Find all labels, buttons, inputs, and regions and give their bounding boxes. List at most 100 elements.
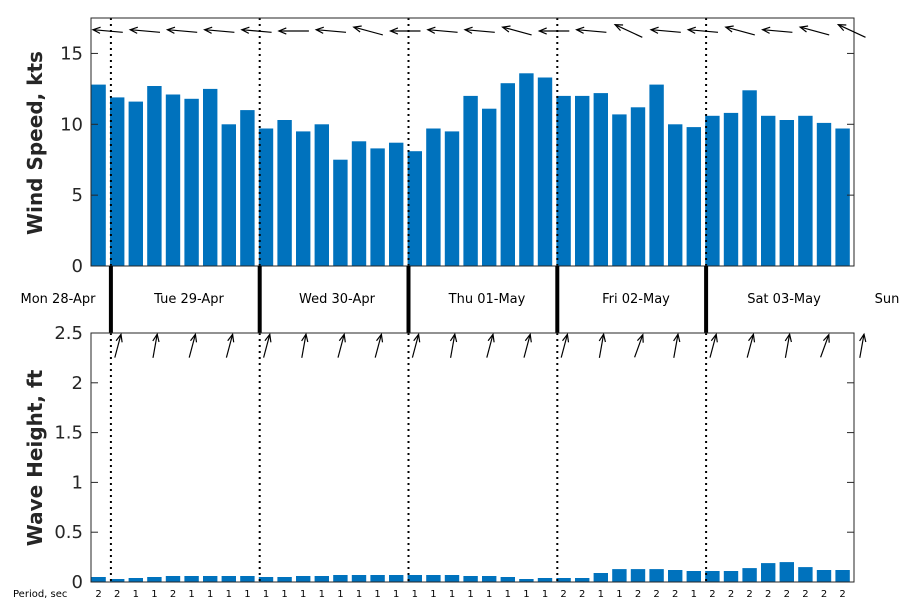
wind-direction-arrow — [686, 26, 719, 34]
day-label: Wed 30-Apr — [299, 292, 376, 307]
wave-y-tick-label: 1.5 — [54, 423, 83, 444]
wave-direction-arrow — [301, 332, 309, 358]
wind-direction-arrow — [91, 26, 123, 34]
wind-bar — [835, 128, 850, 266]
wind-y-axis-label: Wind Speed, kts — [23, 51, 47, 235]
period-value: 1 — [449, 589, 455, 600]
wind-bar — [649, 84, 664, 266]
wave-bar — [110, 579, 125, 582]
wave-y-tick-label: 2 — [72, 373, 83, 394]
wind-axes-box — [90, 17, 855, 267]
wind-direction-arrow — [128, 26, 161, 34]
wave-direction-arrow — [449, 332, 458, 358]
wind-y-tick-label: 5 — [72, 185, 83, 206]
wind-direction-arrow — [463, 26, 495, 34]
wave-direction-arrow — [634, 333, 644, 358]
wind-bar — [258, 128, 274, 266]
wave-height-panel: 0 0.5 1 1.5 2 2.5 — [54, 323, 867, 593]
period-value: 1 — [616, 589, 622, 600]
wind-bar — [575, 95, 590, 267]
wind-bar — [296, 131, 311, 266]
wave-bar — [203, 576, 218, 582]
wind-bar — [407, 151, 422, 266]
period-value: 1 — [393, 589, 399, 600]
wave-bar — [370, 575, 385, 582]
period-value: 1 — [374, 589, 380, 600]
wind-bar — [463, 95, 478, 267]
period-value: 2 — [746, 589, 752, 600]
wind-bar — [370, 148, 385, 266]
period-value: 2 — [672, 589, 678, 600]
period-value: 2 — [95, 589, 101, 600]
day-label: Mon 28-Apr — [21, 292, 97, 307]
wind-bar — [221, 124, 236, 266]
period-value: 1 — [691, 589, 697, 600]
wind-bar — [165, 94, 181, 266]
period-value: 1 — [300, 589, 306, 600]
wave-direction-arrow — [709, 332, 718, 358]
wave-bar — [258, 577, 274, 582]
wave-bar — [277, 577, 292, 582]
wind-bar — [240, 110, 255, 266]
period-value: 1 — [188, 589, 194, 600]
wave-y-tick-label: 0.5 — [54, 522, 83, 543]
wind-bar — [761, 115, 776, 266]
wave-bar — [816, 570, 832, 582]
wave-y-tick-label: 0 — [72, 572, 83, 593]
wind-bar — [128, 101, 143, 266]
wind-bar — [556, 95, 571, 267]
day-label: Fri 02-May — [602, 292, 670, 307]
period-value: 2 — [784, 589, 790, 600]
wind-bar — [110, 97, 125, 267]
wind-direction-arrow — [352, 25, 383, 36]
wave-direction-arrow — [152, 332, 160, 358]
wave-direction-arrow — [225, 332, 235, 358]
wave-bar — [723, 571, 739, 582]
wind-bar — [537, 77, 553, 266]
wave-bar — [333, 575, 348, 582]
wave-bar — [389, 575, 404, 582]
wind-bar — [351, 141, 367, 266]
wave-bar — [593, 573, 608, 582]
period-value: 1 — [263, 589, 269, 600]
period-value: 1 — [244, 589, 250, 600]
wave-bar — [798, 567, 813, 582]
wave-direction-arrow — [114, 332, 123, 358]
period-value: 2 — [728, 589, 734, 600]
day-label: Sat 03-May — [747, 292, 821, 307]
period-value: 1 — [133, 589, 139, 600]
wave-bar — [537, 578, 553, 582]
wind-bar — [668, 124, 683, 266]
wave-bar — [91, 577, 106, 582]
wind-direction-arrow — [501, 25, 532, 36]
period-value: 2 — [821, 589, 827, 600]
day-label: Tue 29-Apr — [153, 292, 224, 307]
period-value: 2 — [579, 589, 585, 600]
wind-bar — [314, 124, 329, 266]
wind-direction-arrow — [388, 27, 421, 35]
period-value: 2 — [560, 589, 566, 600]
wind-bar — [519, 73, 534, 266]
wind-bar — [742, 90, 757, 266]
wind-bar — [426, 128, 441, 266]
wind-bar — [184, 98, 199, 266]
period-value: 2 — [653, 589, 659, 600]
period-value: 1 — [226, 589, 232, 600]
wind-bar — [779, 120, 794, 266]
wind-bar — [444, 131, 460, 266]
wind-y-tick-label: 10 — [60, 114, 83, 135]
wave-direction-arrow — [598, 332, 606, 358]
wind-direction-arrow — [761, 26, 793, 34]
wave-direction-arrow — [263, 332, 272, 358]
wave-bar — [761, 563, 776, 582]
period-value: 1 — [412, 589, 418, 600]
period-value: 1 — [356, 589, 362, 600]
wave-bar — [575, 578, 590, 582]
period-value: 1 — [505, 589, 511, 600]
wind-direction-arrow — [613, 24, 643, 38]
wind-bar — [723, 112, 739, 267]
wave-axes-box — [90, 332, 855, 583]
period-value: 1 — [337, 589, 343, 600]
wave-bar — [407, 575, 422, 582]
wind-bar — [630, 107, 646, 266]
